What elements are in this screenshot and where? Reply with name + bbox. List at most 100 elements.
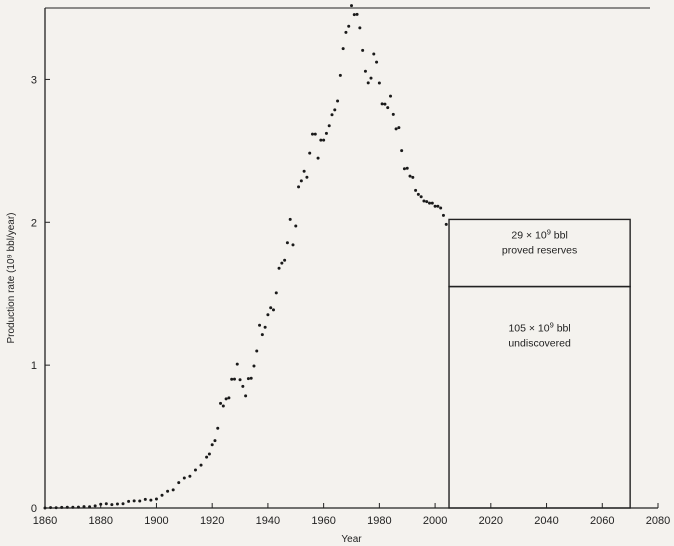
data-point <box>193 468 197 472</box>
data-point <box>207 452 211 456</box>
x-tick-label: 1920 <box>200 515 224 527</box>
data-point <box>333 108 337 112</box>
data-point <box>316 156 320 160</box>
data-point <box>444 222 448 226</box>
data-point <box>115 502 119 506</box>
data-point <box>441 213 445 217</box>
data-point <box>260 333 264 337</box>
data-point <box>436 204 440 208</box>
data-point <box>347 24 351 28</box>
data-point <box>400 149 404 153</box>
data-point <box>283 258 287 262</box>
data-point <box>54 506 58 510</box>
data-point <box>205 455 209 459</box>
data-point <box>313 132 317 136</box>
data-point <box>171 488 175 492</box>
data-point <box>266 313 270 317</box>
data-point <box>310 132 314 136</box>
data-point <box>358 26 362 30</box>
data-point <box>252 364 256 368</box>
y-tick-label: 1 <box>31 360 37 372</box>
data-point <box>319 138 323 142</box>
data-point <box>422 199 426 203</box>
data-point <box>285 241 289 245</box>
data-point <box>369 76 373 80</box>
data-point <box>294 224 298 228</box>
data-point <box>324 131 328 135</box>
y-axis-ticks: 0 1 2 3 <box>31 74 50 515</box>
data-point <box>416 192 420 196</box>
data-point <box>60 505 64 509</box>
data-point <box>305 175 309 179</box>
x-tick-label: 2080 <box>646 515 670 527</box>
data-point <box>127 499 131 503</box>
data-point <box>425 200 429 204</box>
data-point <box>302 169 306 173</box>
data-point <box>352 13 356 17</box>
data-point <box>230 377 234 381</box>
x-axis-label: Year <box>341 534 362 545</box>
data-point <box>274 291 278 295</box>
data-point <box>238 378 242 382</box>
data-point <box>297 185 301 189</box>
data-point <box>291 243 295 247</box>
x-tick-label: 1980 <box>367 515 391 527</box>
data-point <box>244 394 248 398</box>
data-point <box>341 47 345 51</box>
data-point <box>177 481 181 485</box>
data-point <box>383 102 387 106</box>
data-point <box>330 113 334 117</box>
data-point <box>408 174 412 178</box>
plot-frame <box>44 7 658 509</box>
data-point <box>49 506 53 510</box>
data-point <box>143 497 147 501</box>
data-point <box>232 377 236 381</box>
data-point <box>104 502 108 506</box>
data-point <box>110 503 114 507</box>
reserve-boxes: 29 × 109 bbl proved reserves 105 × 109 bbl… <box>448 218 631 509</box>
data-point <box>433 204 437 208</box>
data-point <box>336 99 340 103</box>
data-point <box>249 376 253 380</box>
data-point <box>439 206 443 210</box>
x-tick-label: 2020 <box>479 515 503 527</box>
data-point <box>428 201 432 205</box>
data-point <box>355 12 359 16</box>
data-point <box>188 474 192 478</box>
x-axis-ticks: 1860 1880 1900 1920 1940 1960 1980 2000 2020 2040… <box>33 503 670 527</box>
x-tick-label: 1960 <box>311 515 335 527</box>
data-point <box>389 94 393 98</box>
data-point <box>394 127 398 131</box>
data-point <box>160 493 164 497</box>
y-tick-label: 2 <box>31 217 37 229</box>
data-point <box>82 505 86 509</box>
data-point <box>227 396 231 400</box>
data-point <box>391 112 395 116</box>
data-point <box>43 506 47 510</box>
data-point <box>405 166 409 170</box>
data-point <box>88 505 92 509</box>
data-point <box>411 175 415 179</box>
data-point <box>402 167 406 171</box>
data-point <box>361 48 365 52</box>
data-point <box>277 266 281 270</box>
data-point <box>213 439 217 443</box>
box-label-category: proved reserves <box>502 244 577 256</box>
data-point <box>166 489 170 493</box>
data-point <box>121 502 125 506</box>
data-point <box>338 73 342 77</box>
data-point <box>363 69 367 73</box>
data-point <box>216 426 220 430</box>
data-point <box>93 504 97 508</box>
data-point <box>258 323 262 327</box>
box-label-amount: 105 × 109 bbl <box>508 321 570 335</box>
x-tick-label: 1900 <box>144 515 168 527</box>
x-tick-label: 2040 <box>534 515 558 527</box>
data-point <box>221 404 225 408</box>
data-point <box>235 362 239 366</box>
data-point <box>99 502 103 506</box>
data-point <box>138 499 142 503</box>
data-point <box>419 195 423 199</box>
data-point <box>210 443 214 447</box>
